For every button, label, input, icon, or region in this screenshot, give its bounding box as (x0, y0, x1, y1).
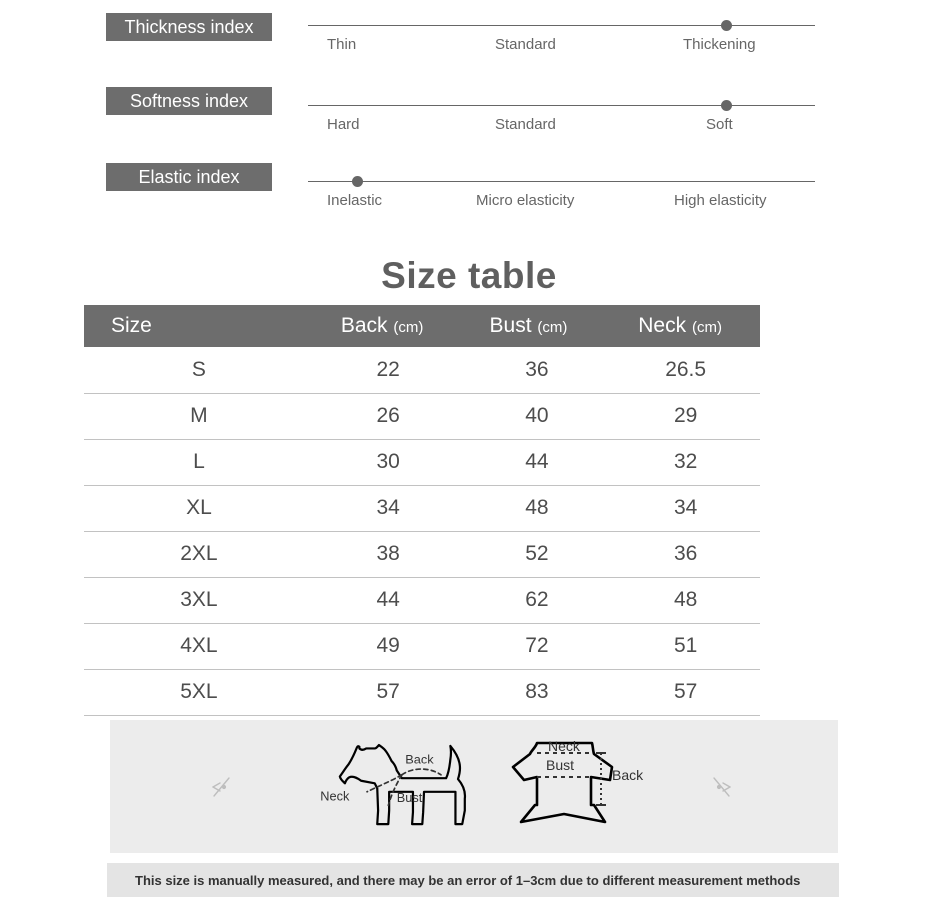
svg-text:Back: Back (405, 752, 434, 767)
svg-text:Neck: Neck (320, 788, 350, 803)
svg-text:Bust: Bust (546, 757, 574, 773)
svg-text:Bust: Bust (397, 790, 423, 805)
svg-text:Neck: Neck (548, 738, 581, 754)
svg-text:Back: Back (612, 767, 644, 783)
